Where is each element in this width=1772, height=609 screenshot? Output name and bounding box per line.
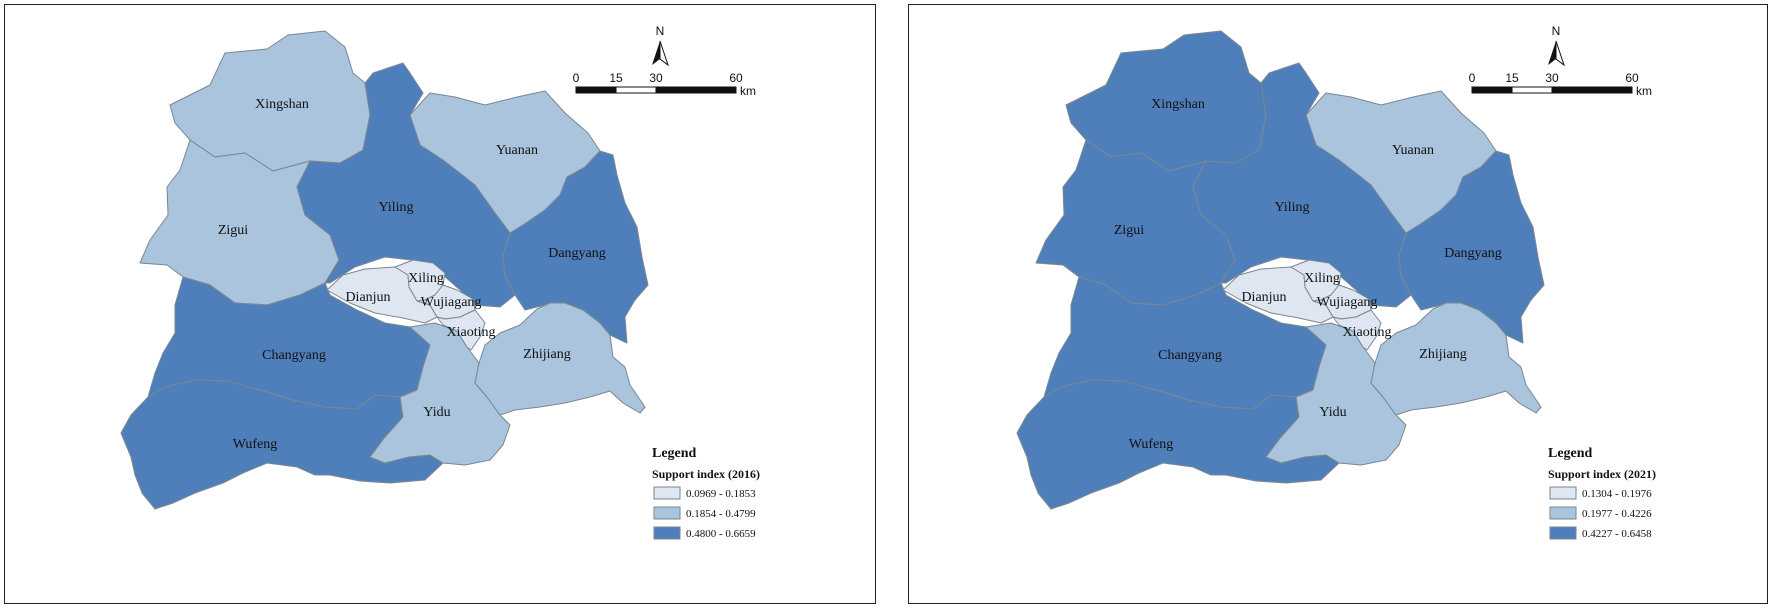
district-label-xingshan: Xingshan: [1151, 97, 1205, 112]
choropleth-map: Xingshan Zigui Yuanan Yiling Dangyang Changya…: [120, 24, 760, 540]
legend-item-label: 0.4800 - 0.6659: [686, 528, 756, 540]
district-label-wujiagang: Wujiagang: [1317, 295, 1378, 310]
district-label-dianjun: Dianjun: [1241, 290, 1286, 305]
north-arrow-left: [652, 41, 660, 65]
legend: Legend Support index (2016) 0.0969 - 0.185…: [652, 446, 760, 540]
district-label-yidu: Yidu: [1319, 405, 1346, 420]
district-zhijiang[interactable]: [1370, 302, 1542, 416]
district-label-yiling: Yiling: [1274, 200, 1309, 215]
legend-item-label: 0.1304 - 0.1976: [1582, 488, 1652, 500]
scale-bar-segment: [1551, 86, 1633, 94]
district-dangyang[interactable]: [1398, 150, 1545, 344]
district-xiaoting[interactable]: [436, 309, 486, 351]
district-label-xiaoting: Xiaoting: [447, 325, 496, 340]
district-label-dangyang: Dangyang: [548, 246, 606, 261]
scale-bar-segment: [615, 86, 657, 94]
legend-swatch: [653, 506, 681, 520]
legend-item-label: 0.0969 - 0.1853: [686, 488, 756, 500]
scale-tick-label: 30: [1545, 71, 1559, 85]
legend-swatch: [1549, 526, 1577, 540]
district-wujiagang[interactable]: [1312, 284, 1372, 320]
district-label-zigui: Zigui: [1114, 223, 1144, 238]
district-yiling[interactable]: [296, 62, 516, 308]
north-arrow-icon: N: [1548, 24, 1565, 67]
legend-swatch: [1549, 506, 1577, 520]
scale-bar-segment: [575, 86, 617, 94]
districts-layer: Xingshan Zigui Yuanan Yiling Dangyang Changya…: [1016, 30, 1545, 510]
north-label: N: [1552, 24, 1561, 38]
scale-tick-label: 30: [649, 71, 663, 85]
legend-title: Legend: [652, 446, 697, 461]
legend-subtitle: Support index (2016): [652, 467, 760, 481]
district-yidu[interactable]: [1265, 322, 1407, 466]
choropleth-map: Xingshan Zigui Yuanan Yiling Dangyang Changya…: [1016, 24, 1656, 540]
district-label-xiaoting: Xiaoting: [1343, 325, 1392, 340]
legend-swatch: [653, 486, 681, 500]
district-dangyang[interactable]: [502, 150, 649, 344]
district-label-changyang: Changyang: [262, 348, 326, 363]
district-xiaoting[interactable]: [1332, 309, 1382, 351]
district-wufeng[interactable]: [1016, 379, 1340, 510]
north-label: N: [656, 24, 665, 38]
scale-tick-label: 60: [729, 71, 743, 85]
district-label-yuanan: Yuanan: [1392, 143, 1434, 158]
district-label-zhijiang: Zhijiang: [523, 347, 570, 362]
legend-item-label: 0.4227 - 0.6458: [1582, 528, 1652, 540]
scale-tick-label: 60: [1625, 71, 1639, 85]
legend-item-label: 0.1977 - 0.4226: [1582, 508, 1652, 520]
scale-bar-segment: [1511, 86, 1553, 94]
legend-title: Legend: [1548, 446, 1593, 461]
scale-tick-label: 15: [609, 71, 623, 85]
district-label-wujiagang: Wujiagang: [421, 295, 482, 310]
district-wufeng[interactable]: [120, 379, 444, 510]
north-arrow-right: [1555, 40, 1565, 67]
district-label-yiling: Yiling: [378, 200, 413, 215]
district-wujiagang[interactable]: [416, 284, 476, 320]
district-label-xiling: Xiling: [408, 271, 444, 286]
district-label-zhijiang: Zhijiang: [1419, 347, 1466, 362]
scale-tick-label: 15: [1505, 71, 1519, 85]
legend-swatch: [1549, 486, 1577, 500]
district-label-xiling: Xiling: [1304, 271, 1340, 286]
scale-tick-label: 0: [573, 71, 580, 85]
district-label-wufeng: Wufeng: [233, 437, 278, 452]
north-arrow-left: [1548, 41, 1556, 65]
scale-unit: km: [740, 84, 756, 98]
district-label-changyang: Changyang: [1158, 348, 1222, 363]
district-label-dianjun: Dianjun: [345, 290, 390, 305]
district-label-yidu: Yidu: [423, 405, 450, 420]
north-arrow-icon: N: [652, 24, 669, 67]
legend-swatch: [653, 526, 681, 540]
district-zhijiang[interactable]: [474, 302, 646, 416]
district-label-xingshan: Xingshan: [255, 97, 309, 112]
district-yidu[interactable]: [369, 322, 511, 466]
district-label-zigui: Zigui: [218, 223, 248, 238]
districts-layer: Xingshan Zigui Yuanan Yiling Dangyang Changya…: [120, 30, 649, 510]
north-arrow-right: [659, 40, 669, 67]
district-label-dangyang: Dangyang: [1444, 246, 1502, 261]
legend: Legend Support index (2021) 0.1304 - 0.197…: [1548, 446, 1656, 540]
district-yiling[interactable]: [1192, 62, 1412, 308]
district-label-wufeng: Wufeng: [1129, 437, 1174, 452]
map-panel-2021: Xingshan Zigui Yuanan Yiling Dangyang Changya…: [908, 4, 1768, 604]
scale-unit: km: [1636, 84, 1652, 98]
legend-subtitle: Support index (2021): [1548, 467, 1656, 481]
legend-item-label: 0.1854 - 0.4799: [686, 508, 756, 520]
scale-bar-segment: [655, 86, 737, 94]
district-label-yuanan: Yuanan: [496, 143, 538, 158]
scale-tick-label: 0: [1469, 71, 1476, 85]
map-panel-2016: Xingshan Zigui Yuanan Yiling Dangyang Changya…: [4, 4, 876, 604]
scale-bar-segment: [1471, 86, 1513, 94]
